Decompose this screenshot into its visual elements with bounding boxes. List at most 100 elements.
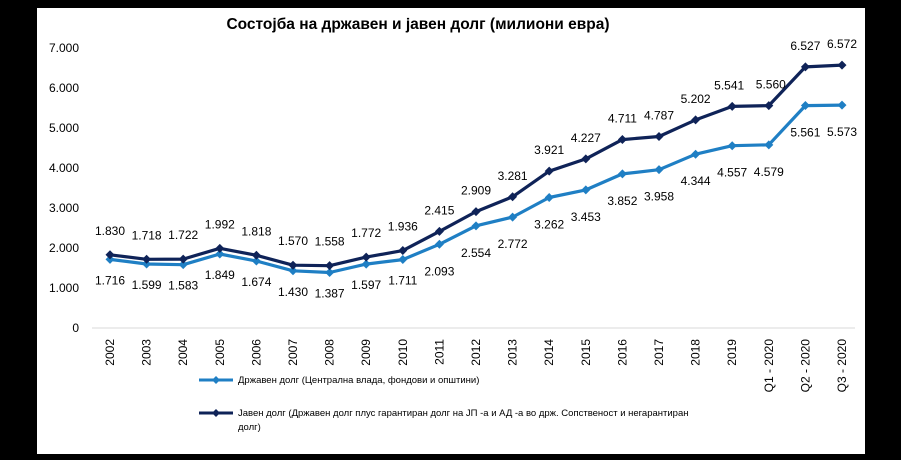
data-point [471,207,481,217]
data-point [800,101,810,111]
x-tick-label: 2002 [103,339,117,366]
public-debt-label: 6.572 [827,37,857,51]
data-point [325,268,335,278]
state-debt-label: 1.849 [205,268,235,282]
x-tick-label: 2010 [396,339,410,366]
y-tick-label: 5.000 [49,121,79,135]
state-debt-label: 1.711 [388,274,417,288]
state-debt-label: 3.958 [644,190,674,204]
public-debt-label: 1.558 [315,235,345,249]
debt-line-chart: Состојба на државен и јавен долг (милион… [49,16,857,433]
public-debt-label: 3.281 [498,169,528,183]
y-tick-label: 6.000 [49,81,79,95]
x-tick-label: 2017 [652,339,666,366]
state-debt-label: 3.852 [607,194,637,208]
x-tick-label: 2016 [615,339,629,366]
x-tick-label: 2013 [506,339,520,366]
data-point [142,259,152,269]
data-point [215,243,225,253]
x-tick-label: Q3 - 2020 [835,339,849,393]
state-debt-label: 5.561 [790,126,820,140]
data-point [617,169,627,179]
state-debt-label: 4.344 [681,174,711,188]
public-debt-label: 1.936 [388,220,418,234]
data-point [508,212,518,222]
state-debt-label: 3.262 [534,218,564,232]
y-tick-label: 4.000 [49,161,79,175]
x-tick-label: 2011 [432,339,446,365]
data-point [691,149,701,159]
x-tick-label: 2006 [249,339,263,366]
legend-label: Јавен долг (Државен долг плус гарантиран… [238,408,689,419]
data-point [361,259,371,269]
data-point [508,192,518,202]
state-debt-label: 1.583 [168,279,198,293]
data-point [215,249,225,259]
y-tick-label: 1.000 [49,281,79,295]
data-point [764,140,774,150]
x-tick-label: Q1 - 2020 [762,339,776,393]
y-tick-label: 3.000 [49,201,79,215]
public-debt-label: 1.830 [95,224,125,238]
x-tick-label: 2014 [542,339,556,366]
y-tick-label: 7.000 [49,41,79,55]
public-debt-label: 1.570 [278,234,308,248]
data-point [142,254,152,264]
public-debt-label: 4.787 [644,109,674,123]
x-tick-label: 2007 [286,339,300,366]
chart-title: Состојба на државен и јавен долг (милион… [226,16,609,33]
public-debt-label: 1.772 [351,226,381,240]
x-tick-label: Q2 - 2020 [798,339,812,393]
public-debt-label: 5.202 [681,92,711,106]
data-point [800,62,810,72]
data-point [398,255,408,265]
x-tick-label: 2018 [689,339,703,366]
public-debt-label: 1.818 [241,224,271,238]
data-point [251,250,261,260]
data-point [764,101,774,111]
legend-label: Државен долг (Централна влада, фондови и… [238,375,479,386]
state-debt-label: 2.554 [461,246,491,260]
data-point [617,135,627,145]
x-tick-label: 2012 [469,339,483,366]
public-debt-label: 4.227 [571,131,601,145]
public-debt-label: 1.718 [132,228,162,242]
data-point [178,260,188,270]
data-point [544,193,554,203]
x-tick-label: 2015 [579,339,593,366]
state-debt-label: 1.387 [315,287,345,301]
x-tick-label: 2005 [213,339,227,366]
x-tick-label: 2009 [359,339,373,366]
data-point [581,154,591,164]
legend-item-0: Државен долг (Централна влада, фондови и… [199,375,479,386]
state-debt-label: 2.093 [424,264,454,278]
data-point [581,185,591,195]
public-debt-label: 5.541 [714,78,744,92]
public-debt-label: 4.711 [608,112,637,126]
data-point [288,266,298,276]
state-debt-label: 4.579 [754,165,784,179]
state-debt-label: 1.597 [351,278,381,292]
legend-marker [212,409,220,417]
state-debt-label: 5.573 [827,125,857,139]
data-point [471,221,481,231]
data-point [691,115,701,125]
data-point [654,165,664,175]
data-point [727,101,737,111]
legend-marker [212,376,220,384]
state-debt-label: 1.599 [132,278,162,292]
public-debt-label: 6.527 [790,39,820,53]
data-point [325,261,335,271]
data-point [654,132,664,142]
data-point [398,246,408,256]
state-debt-label: 1.674 [241,275,271,289]
state-debt-label: 1.430 [278,285,308,299]
data-point [434,239,444,249]
public-debt-label: 1.722 [168,228,198,242]
public-debt-label: 2.415 [424,203,454,217]
data-point [178,254,188,264]
y-tick-label: 0 [72,321,79,335]
public-debt-label: 1.992 [205,217,235,231]
x-tick-label: 2003 [140,339,154,366]
public-debt-label: 2.909 [461,184,491,198]
